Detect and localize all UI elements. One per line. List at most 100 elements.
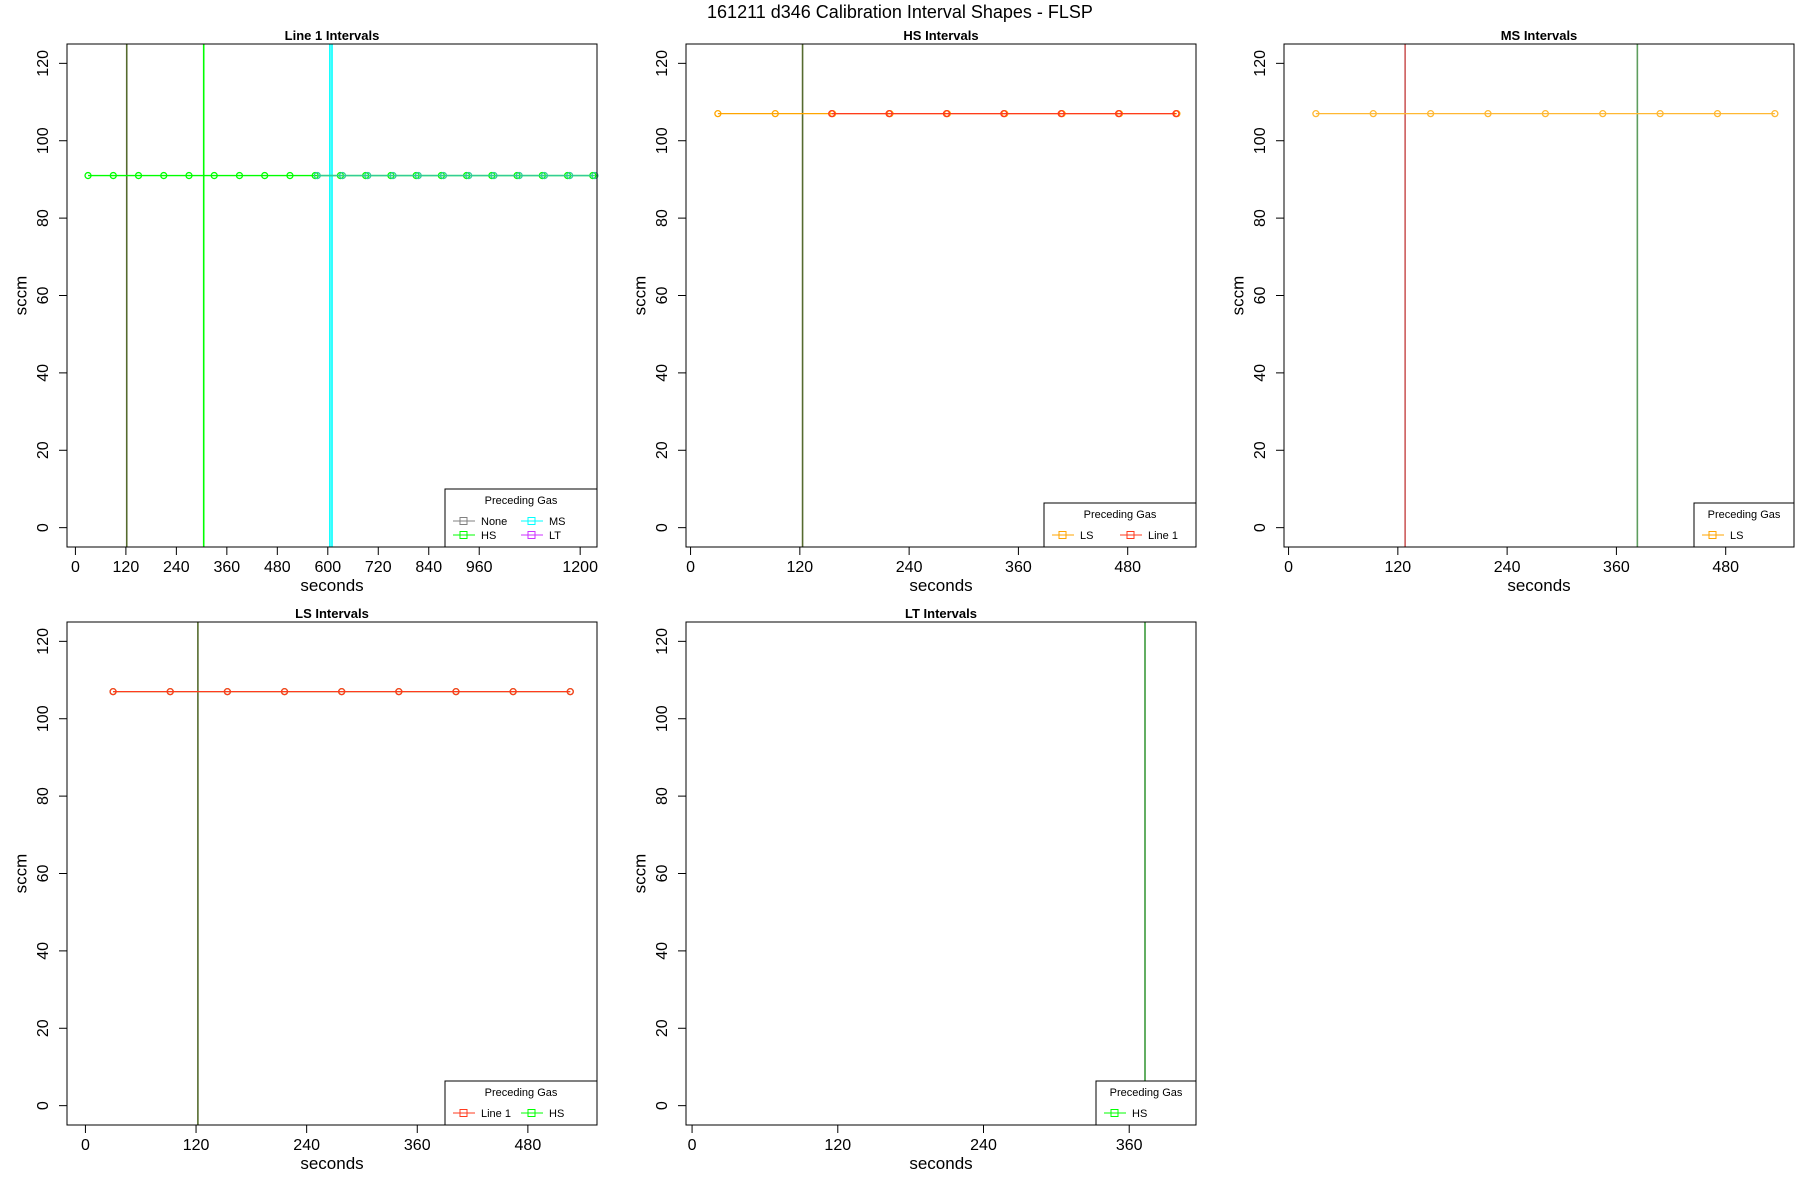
- y-axis-label: sccm: [11, 276, 30, 316]
- x-tick-label: 360: [213, 559, 240, 576]
- legend-swatch-marker: [1126, 531, 1135, 539]
- legend-entry-label: LS: [1730, 530, 1743, 542]
- legend-box: [1043, 502, 1197, 548]
- x-tick-label: 360: [1005, 559, 1032, 576]
- data-point: [439, 171, 448, 180]
- legend-box: [444, 488, 598, 548]
- data-point: [566, 171, 574, 180]
- data-point: [286, 171, 294, 180]
- legend-title: Preceding Gas: [1708, 509, 1781, 521]
- chart-title: Line 1 Intervals: [285, 28, 380, 43]
- x-tick-label: 240: [163, 559, 190, 576]
- data-point: [1057, 109, 1065, 118]
- y-tick-label: 120: [654, 628, 671, 655]
- data-point: [166, 687, 174, 696]
- x-tick-label: 240: [896, 559, 923, 576]
- x-tick-label: 0: [71, 559, 80, 576]
- y-tick-label: 0: [1252, 523, 1269, 532]
- data-point: [490, 171, 498, 180]
- legend-title: Preceding Gas: [485, 1087, 558, 1099]
- data-point: [261, 171, 269, 180]
- y-tick-label: 20: [35, 441, 52, 459]
- y-tick-label: 60: [654, 287, 671, 305]
- legend-entry-label: HS: [549, 1108, 564, 1120]
- legend-entry-label: LS: [1080, 530, 1093, 542]
- x-tick-label: 120: [786, 559, 813, 576]
- data-point: [1114, 109, 1123, 118]
- legend-box: [1095, 1080, 1197, 1126]
- data-point: [771, 109, 779, 118]
- y-tick-label: 60: [654, 865, 671, 883]
- legend-entry-label: Line 1: [481, 1108, 511, 1120]
- data-point: [1484, 109, 1492, 118]
- data-point: [395, 687, 403, 696]
- data-point: [885, 109, 893, 118]
- y-tick-label: 40: [1252, 364, 1269, 382]
- legend: Preceding Gas LS: [1693, 502, 1795, 548]
- data-point: [509, 687, 517, 696]
- data-point: [1426, 109, 1435, 118]
- data-point: [1599, 109, 1607, 118]
- legend-entry-label: HS: [481, 530, 496, 542]
- data-point: [223, 687, 232, 696]
- data-point: [591, 171, 599, 180]
- y-tick-label: 40: [35, 942, 52, 960]
- legend-swatch-marker: [459, 531, 468, 539]
- legend-swatch-marker: [459, 1109, 468, 1117]
- x-tick-label: 120: [1384, 559, 1411, 576]
- x-tick-label: 960: [466, 559, 493, 576]
- x-tick-label: 240: [293, 1137, 320, 1154]
- y-tick-label: 40: [35, 364, 52, 382]
- data-point: [1541, 109, 1550, 118]
- x-tick-label: 240: [970, 1137, 997, 1154]
- data-point: [364, 171, 372, 180]
- x-tick-label: 480: [515, 1137, 542, 1154]
- legend-entry-label: MS: [549, 516, 566, 528]
- y-tick-label: 80: [35, 209, 52, 227]
- x-tick-label: 480: [264, 559, 291, 576]
- legend-swatch-marker: [1058, 531, 1067, 539]
- y-tick-label: 40: [654, 364, 671, 382]
- data-point: [1312, 109, 1320, 118]
- plot-frame: [685, 621, 1197, 1126]
- x-tick-label: 240: [1494, 559, 1521, 576]
- data-point: [465, 171, 473, 180]
- y-axis-label: sccm: [630, 276, 649, 316]
- data-point: [1656, 109, 1664, 118]
- x-tick-label: 0: [686, 559, 695, 576]
- y-tick-label: 100: [654, 705, 671, 732]
- y-tick-label: 120: [35, 50, 52, 77]
- legend: Preceding Gas Line 1 HS: [444, 1080, 598, 1126]
- data-point: [1172, 109, 1180, 118]
- x-tick-label: 480: [1114, 559, 1141, 576]
- y-tick-label: 60: [35, 865, 52, 883]
- x-tick-label: 0: [81, 1137, 90, 1154]
- legend-title: Preceding Gas: [485, 495, 558, 507]
- x-tick-label: 360: [1603, 559, 1630, 576]
- chart-title: LT Intervals: [905, 606, 977, 621]
- y-tick-label: 100: [654, 127, 671, 154]
- y-tick-label: 20: [654, 1019, 671, 1037]
- y-tick-label: 0: [654, 523, 671, 532]
- y-tick-label: 80: [654, 787, 671, 805]
- x-tick-label: 720: [365, 559, 392, 576]
- y-tick-label: 20: [35, 1019, 52, 1037]
- y-axis-label: sccm: [11, 854, 30, 894]
- data-point: [109, 171, 117, 180]
- data-point: [389, 171, 397, 180]
- page-title: 161211 d346 Calibration Interval Shapes …: [707, 2, 1093, 22]
- y-axis-label: sccm: [1228, 276, 1247, 316]
- legend-box: [1693, 502, 1795, 548]
- legend-swatch-marker: [1708, 531, 1717, 539]
- y-tick-label: 40: [654, 942, 671, 960]
- data-point: [210, 171, 218, 180]
- data-point: [160, 171, 168, 180]
- plot-frame: [66, 621, 598, 1126]
- data-point: [1713, 109, 1722, 118]
- legend: Preceding Gas None MS HS LT: [444, 488, 598, 548]
- x-tick-label: 0: [688, 1137, 697, 1154]
- data-point: [942, 109, 951, 118]
- legend-title: Preceding Gas: [1110, 1087, 1183, 1099]
- x-axis-label: seconds: [1507, 576, 1570, 595]
- data-point: [84, 171, 92, 180]
